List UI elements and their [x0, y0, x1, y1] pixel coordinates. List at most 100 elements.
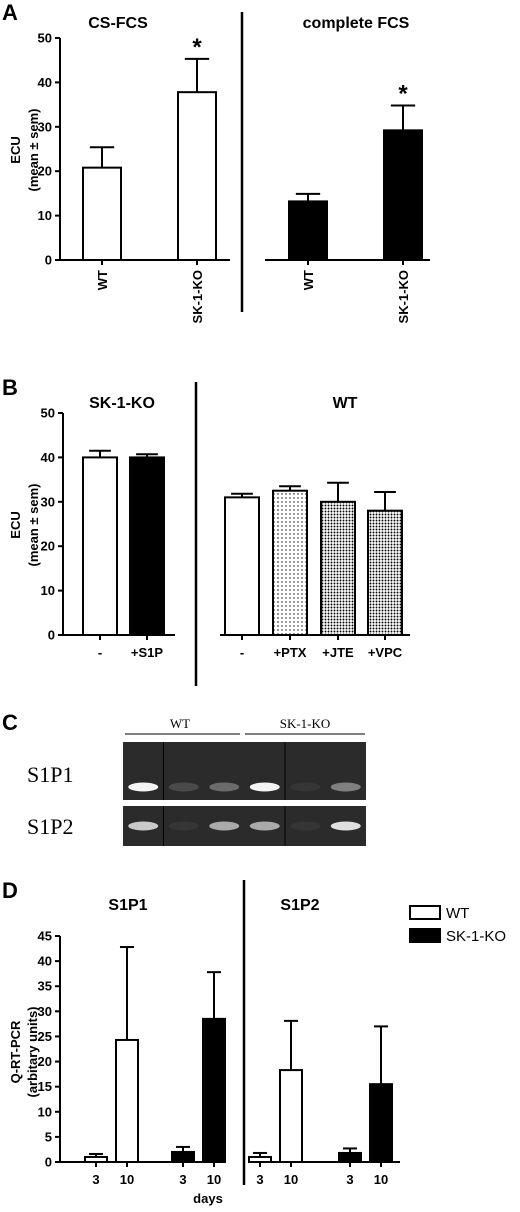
y-tick-label: 35 — [38, 979, 52, 994]
panel-c-row-label-1: S1P1 — [27, 762, 73, 787]
y-tick-label: 0 — [45, 1155, 52, 1170]
gel-band — [168, 782, 199, 792]
y-tick-label: 45 — [38, 929, 52, 944]
y-tick-label: 10 — [38, 208, 52, 223]
y-tick-label: 30 — [38, 119, 52, 134]
panel-b-ylabel-line1: ECU — [8, 511, 23, 538]
panel-a-ylabel-line2: (mean ± sem) — [26, 109, 41, 192]
y-tick-label: 10 — [41, 583, 55, 598]
bar — [248, 1155, 272, 1164]
bar — [279, 1069, 303, 1164]
y-tick-label: 50 — [41, 406, 55, 421]
bar — [272, 489, 308, 637]
x-tick-label: 10 — [374, 1172, 388, 1187]
significance-mark: * — [398, 80, 408, 107]
bar — [82, 166, 122, 261]
gel-band — [128, 782, 159, 792]
x-tick-label: +JTE — [322, 645, 354, 660]
panel-d-letter: D — [2, 878, 18, 903]
panel-d-ylabel-line2: (arbitary units) — [25, 1006, 40, 1097]
y-tick-label: 40 — [41, 450, 55, 465]
bar — [115, 1038, 139, 1163]
panel-c: C WT SK-1-KO S1P1 S1P2 BM310BM310 — [2, 710, 366, 846]
bar — [367, 509, 403, 636]
legend-swatch-sk1ko — [409, 928, 441, 943]
gel-band — [330, 782, 361, 792]
gel-row-background — [123, 742, 366, 800]
x-tick-label: SK-1-KO — [396, 270, 411, 323]
y-tick-label: 40 — [38, 954, 52, 969]
gel-band — [128, 821, 159, 831]
x-tick-label: - — [98, 645, 102, 660]
gel-band — [290, 782, 321, 792]
panel-d-group-title-2: S1P2 — [280, 897, 319, 914]
y-tick-label: 5 — [45, 1129, 52, 1144]
gel-band — [290, 821, 321, 831]
gel-row-background — [123, 806, 366, 846]
y-tick-label: 0 — [45, 253, 52, 268]
legend-swatch-wt — [409, 905, 441, 920]
x-tick-label: 3 — [256, 1172, 263, 1187]
bar — [383, 129, 423, 261]
y-tick-label: 20 — [38, 164, 52, 179]
y-tick-label: 15 — [38, 1079, 52, 1094]
panel-a-letter: A — [2, 0, 18, 25]
bar — [224, 496, 260, 636]
panel-a-group-title-1: CS-FCS — [88, 15, 148, 32]
y-tick-label: 40 — [38, 75, 52, 90]
y-tick-label: 0 — [48, 628, 55, 643]
x-tick-label: WT — [95, 270, 110, 290]
bar — [84, 1155, 108, 1164]
panel-c-gel: BM310BM310 — [123, 742, 366, 846]
panel-a-group-title-2: complete FCS — [303, 15, 410, 32]
panel-d-ylabel-line1: Q-RT-PCR — [8, 1020, 23, 1083]
bar — [320, 500, 356, 636]
x-tick-label: 10 — [207, 1172, 221, 1187]
x-tick-label: +PTX — [274, 645, 307, 660]
x-tick-label: 3 — [179, 1172, 186, 1187]
x-tick-label: 3 — [346, 1172, 353, 1187]
panel-d-group-title-1: S1P1 — [108, 897, 147, 914]
legend-label-sk1ko: SK-1-KO — [446, 928, 506, 945]
panel-a-ylabel-line1: ECU — [8, 136, 23, 163]
panel-d-xlabel: days — [193, 1191, 223, 1206]
bar — [338, 1151, 362, 1163]
panel-a-plot: 0 10 20 30 40 50 WT SK-1-KO * WT SK-1-KO * — [38, 31, 430, 323]
gel-band — [249, 782, 280, 792]
panel-c-letter: C — [2, 710, 18, 735]
x-tick-label: - — [240, 645, 244, 660]
panel-d-legend: WT SK-1-KO — [409, 905, 506, 945]
y-tick-label: 10 — [38, 1104, 52, 1119]
x-tick-label: +S1P — [131, 645, 163, 660]
x-tick-label: +VPC — [368, 645, 403, 660]
panel-b-group-title-1: SK-1-KO — [89, 395, 155, 412]
panel-c-group-title-1: WT — [170, 716, 190, 731]
panel-b-letter: B — [2, 375, 18, 400]
x-tick-label: 10 — [120, 1172, 134, 1187]
bar — [288, 200, 328, 261]
bar — [129, 456, 165, 636]
y-tick-label: 30 — [38, 1004, 52, 1019]
bar — [82, 456, 118, 636]
gel-band — [330, 821, 361, 831]
bar — [202, 1017, 226, 1163]
panel-d: D S1P1 S1P2 Q-RT-PCR (arbitary units) da… — [2, 878, 506, 1206]
panel-c-group-title-2: SK-1-KO — [280, 716, 331, 731]
bar — [369, 1083, 393, 1163]
legend-label-wt: WT — [446, 905, 469, 922]
panel-b: B SK-1-KO WT ECU (mean ± sem) 0 10 20 30 40 5… — [2, 375, 410, 686]
panel-b-plot: 0 10 20 30 40 50 - +S1P - +PTX +JTE +VPC — [41, 406, 410, 660]
gel-band — [249, 821, 280, 831]
bar — [177, 91, 217, 261]
panel-b-group-title-2: WT — [333, 395, 358, 412]
x-tick-label: WT — [301, 270, 316, 290]
panel-b-ylabel-line2: (mean ± sem) — [26, 484, 41, 567]
panel-d-plot: 0 5 10 15 20 25 30 35 40 45 3 10 3 10 3 10 3 10 — [38, 929, 400, 1187]
y-tick-label: 20 — [38, 1054, 52, 1069]
x-tick-label: 10 — [284, 1172, 298, 1187]
y-tick-label: 30 — [41, 494, 55, 509]
x-tick-label: SK-1-KO — [190, 270, 205, 323]
panel-a: A CS-FCS complete FCS ECU (mean ± sem) 0… — [2, 0, 430, 323]
significance-mark: * — [192, 34, 202, 61]
